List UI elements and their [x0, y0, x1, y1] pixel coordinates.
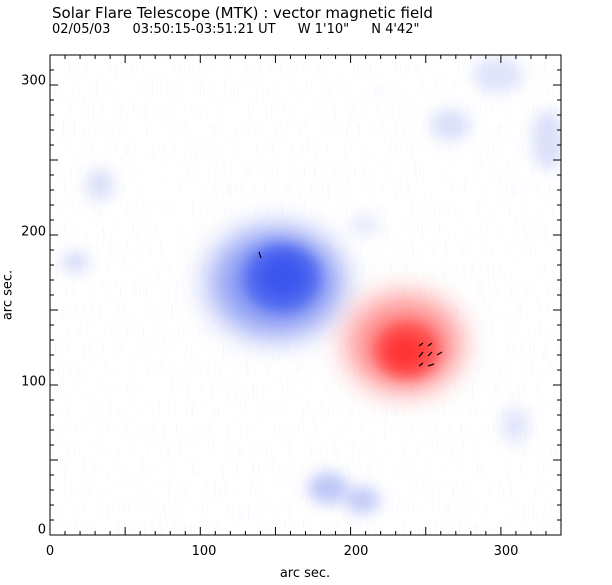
x-tick-label: 300: [493, 544, 519, 559]
positive-polarity-region: [341, 290, 465, 394]
vector-mark: [427, 342, 433, 347]
faint-patch: [344, 486, 380, 514]
observation-info: 02/05/03 03:50:15-03:51:21 UT W 1'10" N …: [52, 22, 437, 38]
observation-time: 03:50:15-03:51:21 UT: [132, 22, 276, 37]
vector-mark: [418, 362, 424, 367]
y-tick-label: 300: [21, 73, 46, 89]
x-axis-label: arc sec.: [279, 566, 331, 581]
faint-patch: [351, 215, 379, 235]
y-tick-label: 200: [21, 224, 46, 240]
transverse-vectors: [258, 251, 443, 367]
vector-mark: [418, 342, 424, 347]
faint-patch: [86, 169, 114, 201]
vector-mark: [427, 363, 435, 367]
vector-mark: [258, 251, 262, 259]
figure-title: Solar Flare Telescope (MTK) : vector mag…: [52, 4, 433, 22]
negative-polarity-region: [203, 225, 347, 341]
axis-ticks: [49, 54, 562, 536]
faint-patch: [308, 472, 348, 504]
faint-patch: [430, 109, 470, 141]
x-tick-label: 100: [191, 544, 217, 559]
faint-patch: [473, 57, 523, 93]
longitude: W 1'10": [297, 22, 350, 37]
observation-date: 02/05/03: [52, 22, 111, 37]
x-tick-label: 200: [343, 544, 369, 559]
latitude: N 4'42": [371, 22, 420, 37]
vector-mark: [436, 351, 443, 356]
vector-mark: [418, 351, 424, 358]
y-tick-label: 0: [37, 522, 46, 538]
vector-mark: [427, 351, 433, 357]
x-tick-label: 0: [45, 544, 55, 559]
y-tick-label: 100: [21, 374, 46, 390]
y-axis-label: arc sec.: [0, 269, 16, 321]
faint-patch: [61, 252, 89, 272]
faint-patch: [501, 407, 529, 443]
faint-patch: [532, 110, 561, 170]
